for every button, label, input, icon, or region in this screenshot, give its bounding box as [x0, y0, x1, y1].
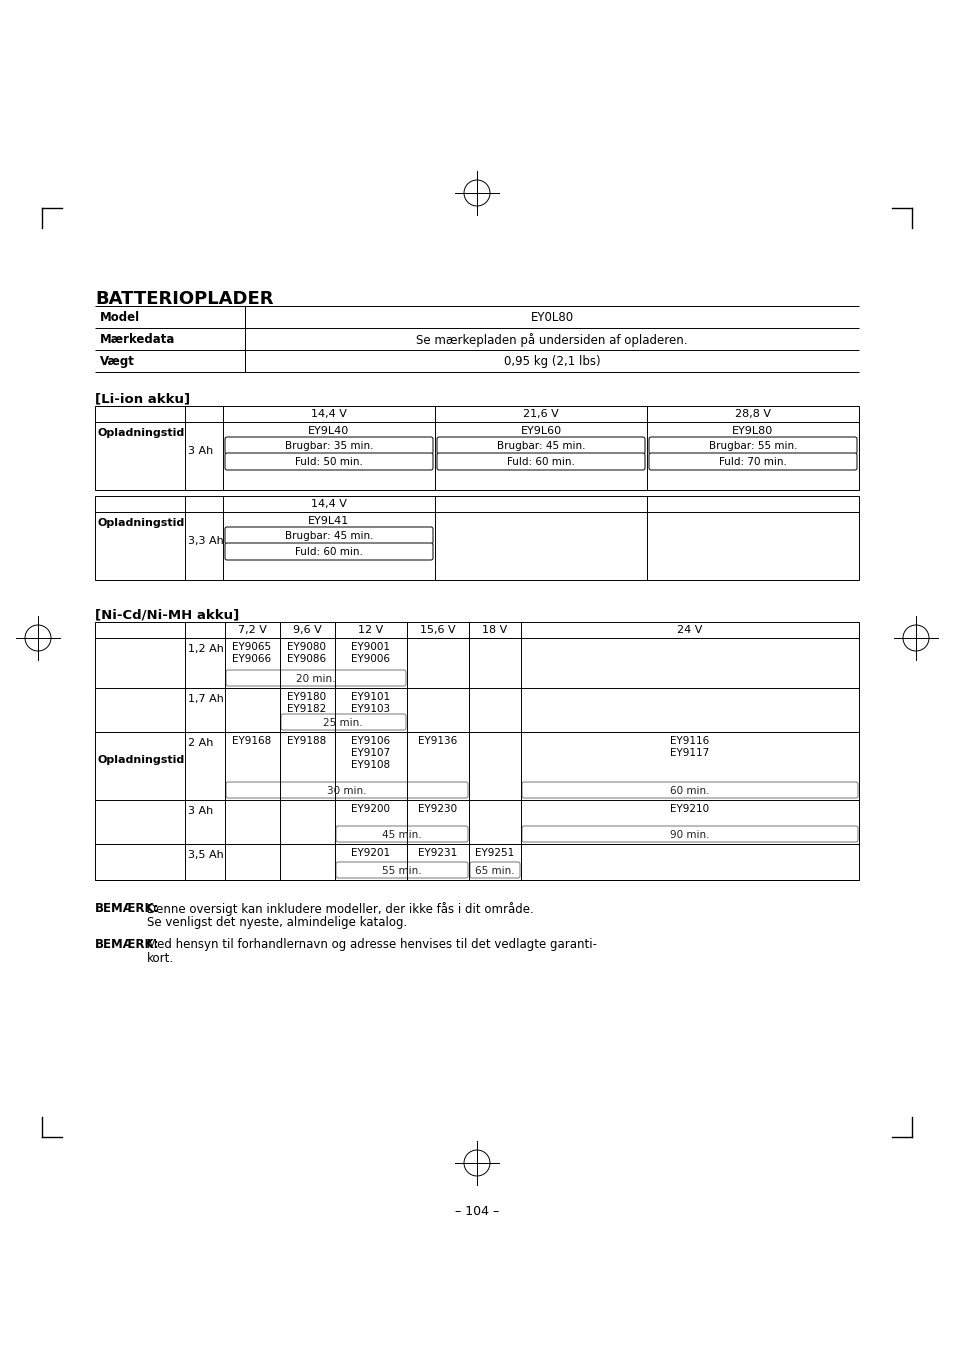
Text: Model: Model: [100, 310, 140, 324]
FancyBboxPatch shape: [335, 863, 468, 878]
Text: EY9080: EY9080: [287, 643, 326, 652]
Text: EY9101: EY9101: [351, 693, 390, 702]
Text: Med hensyn til forhandlernavn og adresse henvises til det vedlagte garanti-: Med hensyn til forhandlernavn og adresse…: [147, 938, 597, 950]
Text: BATTERIOPLADER: BATTERIOPLADER: [95, 290, 274, 308]
Bar: [95, 622, 858, 880]
Text: EY9103: EY9103: [351, 703, 390, 714]
Text: EY9201: EY9201: [351, 848, 390, 859]
Text: Brugbar: 45 min.: Brugbar: 45 min.: [284, 531, 373, 541]
FancyBboxPatch shape: [281, 714, 406, 730]
Text: EY9251: EY9251: [475, 848, 514, 859]
Text: EY9L60: EY9L60: [520, 427, 561, 436]
Text: EY9210: EY9210: [670, 805, 709, 814]
Text: 21,6 V: 21,6 V: [522, 409, 558, 418]
Text: [Li-ion akku]: [Li-ion akku]: [95, 392, 190, 405]
Text: EY9065: EY9065: [233, 643, 272, 652]
Text: Opladningstid: Opladningstid: [98, 518, 185, 528]
Text: kort.: kort.: [147, 952, 174, 965]
FancyBboxPatch shape: [225, 437, 433, 454]
FancyBboxPatch shape: [521, 826, 857, 842]
Text: EY9116: EY9116: [670, 736, 709, 747]
Text: EY9168: EY9168: [233, 736, 272, 747]
FancyBboxPatch shape: [225, 543, 433, 560]
FancyBboxPatch shape: [470, 863, 519, 878]
Text: EY9L41: EY9L41: [308, 516, 349, 526]
FancyBboxPatch shape: [225, 526, 433, 544]
Text: Brugbar: 35 min.: Brugbar: 35 min.: [284, 441, 373, 451]
Text: Fuld: 70 min.: Fuld: 70 min.: [719, 458, 786, 467]
Text: Fuld: 60 min.: Fuld: 60 min.: [294, 547, 362, 558]
Text: Fuld: 50 min.: Fuld: 50 min.: [294, 458, 362, 467]
Text: Fuld: 60 min.: Fuld: 60 min.: [507, 458, 575, 467]
Text: EY9188: EY9188: [287, 736, 326, 747]
Text: 65 min.: 65 min.: [475, 865, 515, 876]
Text: 7,2 V: 7,2 V: [237, 625, 266, 634]
Text: 1,2 Ah: 1,2 Ah: [188, 644, 224, 653]
Text: Vægt: Vægt: [100, 355, 134, 369]
Text: 45 min.: 45 min.: [382, 830, 421, 840]
Text: EY9117: EY9117: [670, 748, 709, 757]
Text: 15,6 V: 15,6 V: [419, 625, 456, 634]
Text: 14,4 V: 14,4 V: [311, 409, 347, 418]
Text: 0,95 kg (2,1 lbs): 0,95 kg (2,1 lbs): [503, 355, 599, 369]
Text: Opladningstid: Opladningstid: [98, 428, 185, 437]
Text: BEMÆRK:: BEMÆRK:: [95, 938, 159, 950]
Text: EY9231: EY9231: [418, 848, 457, 859]
Text: 20 min.: 20 min.: [296, 674, 335, 684]
Text: 9,6 V: 9,6 V: [293, 625, 321, 634]
Text: EY9086: EY9086: [287, 653, 326, 664]
Text: EY9136: EY9136: [418, 736, 457, 747]
Text: EY9L40: EY9L40: [308, 427, 349, 436]
Text: EY0L80: EY0L80: [530, 310, 573, 324]
Text: Se venligst det nyeste, almindelige katalog.: Se venligst det nyeste, almindelige kata…: [147, 917, 407, 929]
Text: Brugbar: 55 min.: Brugbar: 55 min.: [708, 441, 797, 451]
FancyBboxPatch shape: [226, 670, 406, 686]
Text: EY9L80: EY9L80: [732, 427, 773, 436]
Text: EY9230: EY9230: [418, 805, 457, 814]
Text: 3,5 Ah: 3,5 Ah: [188, 850, 224, 860]
Text: 55 min.: 55 min.: [382, 865, 421, 876]
Text: 3 Ah: 3 Ah: [188, 446, 213, 456]
Text: 25 min.: 25 min.: [323, 718, 362, 728]
FancyBboxPatch shape: [225, 454, 433, 470]
FancyBboxPatch shape: [648, 454, 856, 470]
Text: 24 V: 24 V: [677, 625, 702, 634]
Text: Se mærkepladen på undersiden af opladeren.: Se mærkepladen på undersiden af opladere…: [416, 333, 687, 347]
FancyBboxPatch shape: [226, 782, 468, 798]
Text: 90 min.: 90 min.: [670, 830, 709, 840]
Text: Opladningstid: Opladningstid: [98, 755, 185, 765]
Text: [Ni-Cd/Ni-MH akku]: [Ni-Cd/Ni-MH akku]: [95, 608, 239, 621]
Text: EY9180: EY9180: [287, 693, 326, 702]
Text: EY9200: EY9200: [351, 805, 390, 814]
Text: 12 V: 12 V: [358, 625, 383, 634]
Text: EY9182: EY9182: [287, 703, 326, 714]
FancyBboxPatch shape: [436, 454, 644, 470]
FancyBboxPatch shape: [335, 826, 468, 842]
Text: – 104 –: – 104 –: [455, 1206, 498, 1218]
Text: Denne oversigt kan inkludere modeller, der ikke fås i dit område.: Denne oversigt kan inkludere modeller, d…: [147, 902, 533, 915]
Text: Brugbar: 45 min.: Brugbar: 45 min.: [497, 441, 584, 451]
Text: 28,8 V: 28,8 V: [734, 409, 770, 418]
Text: 3 Ah: 3 Ah: [188, 806, 213, 815]
Bar: [95, 406, 858, 490]
FancyBboxPatch shape: [648, 437, 856, 454]
FancyBboxPatch shape: [521, 782, 857, 798]
Text: 3,3 Ah: 3,3 Ah: [188, 536, 224, 545]
Text: 2 Ah: 2 Ah: [188, 738, 213, 748]
Text: 14,4 V: 14,4 V: [311, 500, 347, 509]
Text: EY9006: EY9006: [351, 653, 390, 664]
Text: 1,7 Ah: 1,7 Ah: [188, 694, 224, 703]
Text: EY9001: EY9001: [351, 643, 390, 652]
Text: 60 min.: 60 min.: [670, 786, 709, 796]
Text: EY9107: EY9107: [351, 748, 390, 757]
FancyBboxPatch shape: [436, 437, 644, 454]
Text: 30 min.: 30 min.: [327, 786, 366, 796]
Text: Mærkedata: Mærkedata: [100, 333, 175, 346]
Text: 18 V: 18 V: [482, 625, 507, 634]
Text: EY9108: EY9108: [351, 760, 390, 770]
Bar: [95, 495, 858, 580]
Text: EY9066: EY9066: [233, 653, 272, 664]
Text: EY9106: EY9106: [351, 736, 390, 747]
Text: BEMÆRK:: BEMÆRK:: [95, 902, 159, 915]
